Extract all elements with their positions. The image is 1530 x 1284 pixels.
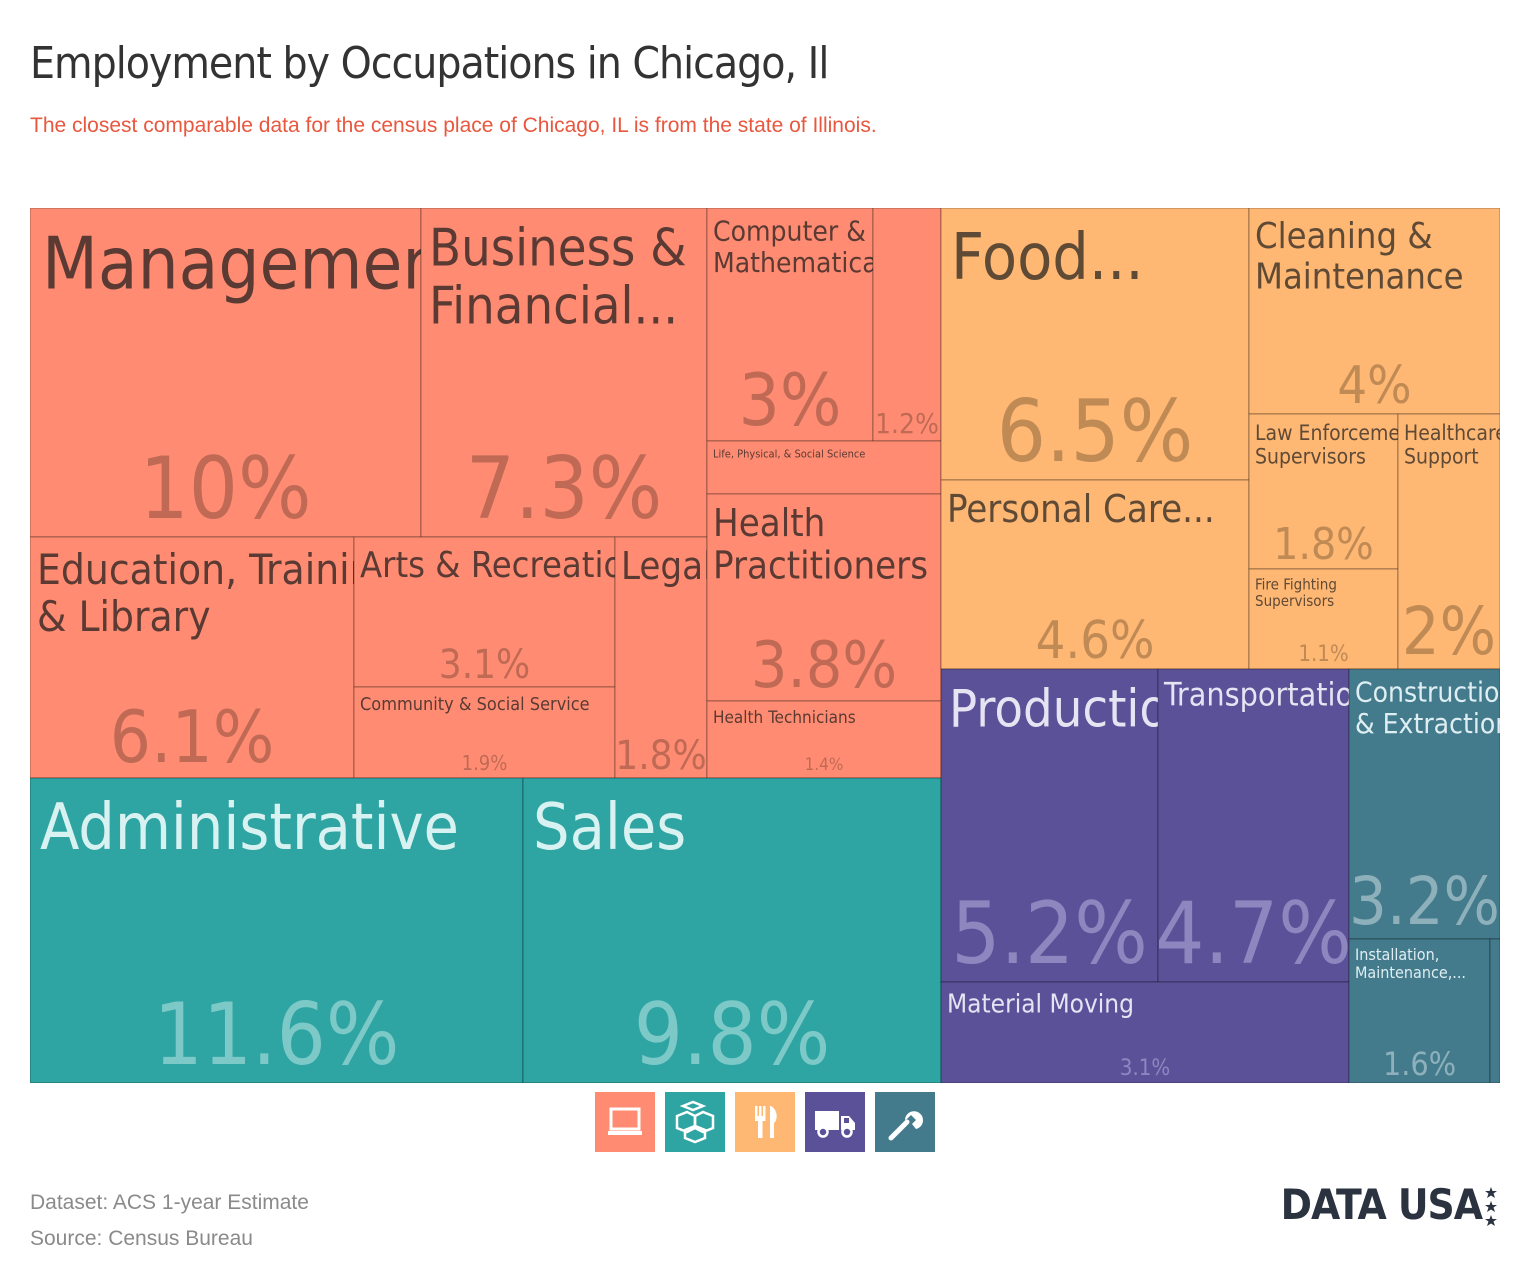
- cell-label-material-moving: Material Moving: [947, 990, 1134, 1020]
- cell-value-computer-mathematical: 3%: [739, 358, 842, 442]
- cell-label-business-financial-line-0: Business &: [429, 218, 687, 278]
- cell-sales[interactable]: [522, 777, 942, 1083]
- cell-value-transportation: 4.7%: [1155, 884, 1352, 984]
- cell-value-construction-extraction: 3.2%: [1349, 863, 1500, 940]
- cell-community-social-service[interactable]: [353, 686, 616, 779]
- data-usa-logo: DATA USA: [1281, 1180, 1498, 1229]
- cell-label-health-practitioners-line-1: Practitioners: [713, 544, 928, 588]
- legend: [595, 1092, 935, 1152]
- cell-installation-maintenance[interactable]: [1348, 938, 1491, 1083]
- cell-construction-extraction[interactable]: [1348, 668, 1500, 940]
- cell-health-technicians[interactable]: [706, 700, 942, 779]
- truck-icon: [815, 1111, 855, 1138]
- cell-label-management: Management: [42, 221, 469, 305]
- cell-value-law-enforcement-supervisors: 1.8%: [1273, 519, 1374, 570]
- cell-legal[interactable]: [614, 536, 708, 779]
- cell-label-fire-fighting-supervisors-line-0: Fire Fighting: [1255, 575, 1337, 593]
- cell-value-management: 10%: [140, 439, 312, 539]
- cell-value-legal: 1.8%: [615, 733, 706, 779]
- cell-value-personal-care: 4.6%: [1036, 611, 1155, 671]
- logo-text: DATA USA: [1280, 1180, 1483, 1229]
- cell-administrative[interactable]: [30, 777, 524, 1083]
- cell-label-installation-maintenance-line-0: Installation,: [1355, 945, 1439, 964]
- cell-label-community-social-service: Community & Social Service: [360, 694, 590, 715]
- cell-value-administrative: 11.6%: [154, 985, 400, 1083]
- legend-construction[interactable]: [875, 1092, 935, 1152]
- footer: Dataset: ACS 1-year Estimate Source: Cen…: [30, 1185, 309, 1257]
- cell-value-production: 5.2%: [951, 884, 1148, 984]
- cell-label-personal-care: Personal Care...: [947, 487, 1215, 531]
- cell-label-life-physical-social-science: Life, Physical, & Social Science: [713, 447, 865, 460]
- cell-healthcare-support[interactable]: [1397, 413, 1500, 670]
- cell-value-healthcare-support: 2%: [1402, 593, 1496, 670]
- boxes-icon: [675, 1100, 715, 1144]
- cell-label-legal: Legal: [621, 544, 713, 588]
- cell-label-health-technicians: Health Technicians: [713, 708, 856, 728]
- cell-personal-care[interactable]: [940, 479, 1250, 670]
- cell-label-sales: Sales: [533, 791, 686, 865]
- source-note: Source: Census Bureau: [30, 1227, 253, 1250]
- legend-professional[interactable]: [595, 1092, 655, 1152]
- cell-label-education-training-library-line-0: Education, Training,: [37, 545, 410, 594]
- cell-value-material-moving: 3.1%: [1120, 1056, 1170, 1081]
- cell-label-law-enforcement-supervisors-line-1: Supervisors: [1255, 444, 1366, 468]
- cell-value-health-technicians: 1.4%: [805, 755, 844, 775]
- cell-label-construction-extraction-line-0: Construction: [1355, 676, 1500, 709]
- cell-health-practitioners[interactable]: [706, 493, 942, 702]
- legend-service[interactable]: [735, 1092, 795, 1152]
- dataset-note: Dataset: ACS 1-year Estimate: [30, 1191, 309, 1214]
- cell-material-moving[interactable]: [940, 981, 1350, 1083]
- cell-value-community-social-service: 1.9%: [462, 751, 508, 775]
- cell-value-item-3: 1.2%: [875, 407, 939, 440]
- cell-label-transportation: Transportation: [1163, 675, 1371, 713]
- cell-value-education-training-library: 6.1%: [110, 695, 275, 779]
- computer-icon: [608, 1107, 642, 1135]
- cell-value-cleaning-maintenance: 4%: [1337, 356, 1411, 416]
- cell-value-fire-fighting-supervisors: 1.1%: [1298, 642, 1348, 667]
- cell-label-computer-mathematical-line-0: Computer &: [713, 215, 866, 248]
- cell-label-cleaning-maintenance-line-1: Maintenance: [1255, 257, 1464, 298]
- cell-value-food: 6.5%: [997, 382, 1194, 482]
- treemap-chart: Management 10% Business &Financial... 7.3% C…: [30, 208, 1500, 1083]
- chart-title: Employment by Occupations in Chicago, Il: [30, 38, 829, 89]
- cell-label-food: Food...: [951, 221, 1144, 295]
- cell-life-physical-social-science[interactable]: [706, 440, 942, 495]
- cell-production[interactable]: [940, 668, 1159, 983]
- cell-label-law-enforcement-supervisors-line-0: Law Enforcement: [1255, 421, 1419, 445]
- cell-label-healthcare-support-line-1: Support: [1404, 444, 1479, 468]
- cell-item-3[interactable]: [872, 208, 942, 442]
- cell-label-arts-recreation: Arts & Recreation: [360, 545, 644, 586]
- cell-label-construction-extraction-line-1: & Extraction: [1355, 707, 1500, 740]
- cell-value-sales: 9.8%: [634, 985, 831, 1083]
- fork-knife-icon: [755, 1106, 777, 1138]
- cell-transportation[interactable]: [1157, 668, 1350, 983]
- cell-label-fire-fighting-supervisors-line-1: Supervisors: [1255, 592, 1334, 610]
- cell-label-installation-maintenance-line-1: Maintenance,...: [1355, 963, 1466, 982]
- cell-education-training-library[interactable]: [30, 536, 355, 779]
- cell-business-financial[interactable]: [420, 208, 708, 538]
- cell-label-education-training-library-line-1: & Library: [37, 592, 211, 641]
- logo-stars-icon: [1485, 1187, 1497, 1226]
- cell-label-business-financial-line-1: Financial...: [429, 277, 678, 337]
- cell-fire-fighting-supervisors[interactable]: [1248, 568, 1399, 670]
- legend-sales-office[interactable]: [665, 1092, 725, 1152]
- cell-value-installation-maintenance: 1.6%: [1383, 1045, 1456, 1083]
- wrench-icon: [888, 1111, 923, 1141]
- cell-management[interactable]: [30, 208, 422, 538]
- legend-transport[interactable]: [805, 1092, 865, 1152]
- cell-label-computer-mathematical-line-1: Mathematical: [713, 246, 885, 279]
- cell-item-24[interactable]: [1489, 938, 1500, 1083]
- cell-label-administrative: Administrative: [40, 791, 459, 865]
- cell-value-arts-recreation: 3.1%: [439, 642, 530, 688]
- cell-law-enforcement-supervisors[interactable]: [1248, 413, 1399, 570]
- cell-label-production: Production: [949, 679, 1198, 739]
- cell-label-cleaning-maintenance-line-0: Cleaning &: [1255, 216, 1433, 257]
- cell-label-healthcare-support-line-0: Healthcare: [1404, 421, 1500, 445]
- cell-value-health-practitioners: 3.8%: [751, 629, 897, 703]
- cell-label-health-practitioners-line-0: Health: [713, 501, 825, 545]
- chart-subtitle: The closest comparable data for the cens…: [30, 114, 877, 137]
- cell-value-business-financial: 7.3%: [466, 439, 663, 539]
